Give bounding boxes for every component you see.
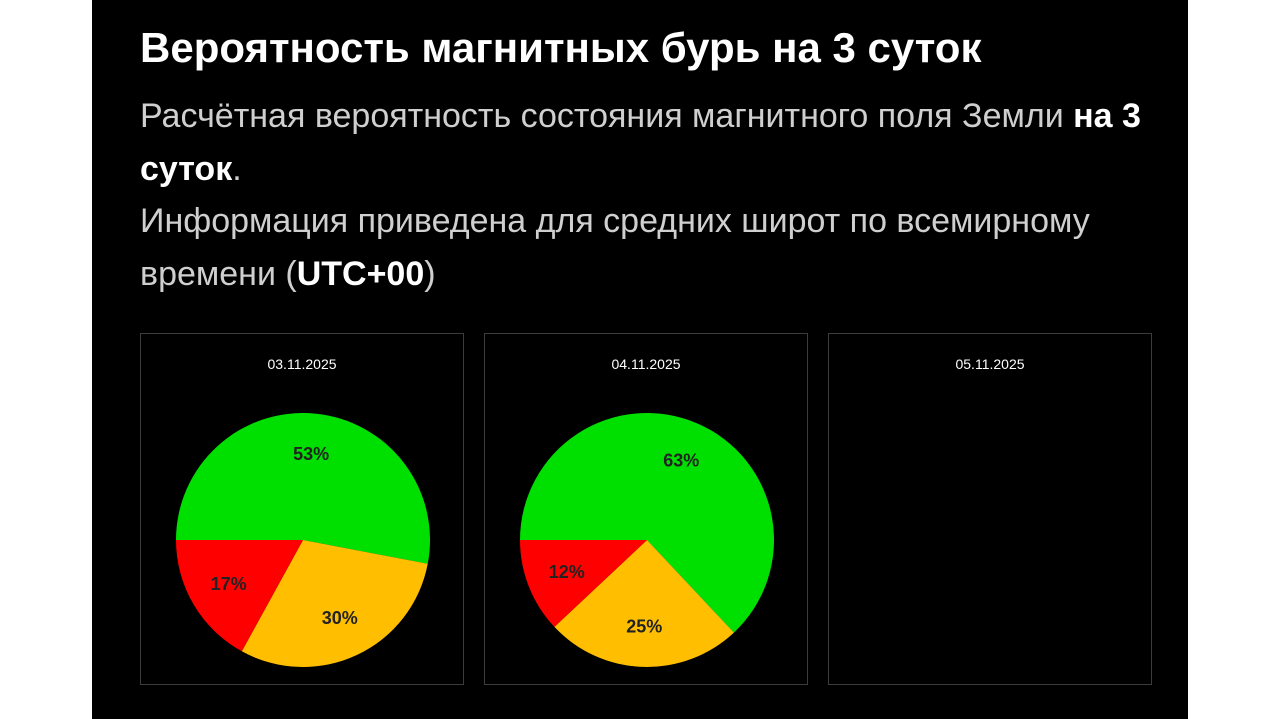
pie-chart (829, 334, 1153, 686)
pie-label: 17% (211, 574, 247, 594)
pie-slice-25pct (554, 540, 734, 667)
page-title: Вероятность магнитных бурь на 3 суток (140, 24, 982, 71)
pie-label: 25% (626, 616, 662, 636)
pie-slice-63pct (520, 413, 774, 633)
info-end: ) (424, 255, 436, 293)
day-date: 03.11.2025 (267, 356, 337, 372)
pie-label: 30% (322, 608, 358, 628)
description-bold: на 3 суток (140, 97, 1141, 188)
day-date: 04.11.2025 (611, 356, 681, 372)
description-paragraph: Расчётная вероятность состояния магнитно… (140, 90, 1170, 196)
day-card-3: 05.11.2025 (828, 333, 1152, 685)
pie-slice-53pct (176, 413, 430, 564)
pie-chart: 63% 25% 12% (520, 413, 774, 667)
pie-slice-30pct (241, 540, 428, 667)
pie-slice-12pct (520, 540, 647, 627)
day-card-1: 03.11.2025 53% 30% 17% (140, 333, 464, 685)
forecast-panel: Вероятность магнитных бурь на 3 суток Ра… (92, 0, 1188, 719)
info-text: Информация приведена для средних широт п… (140, 202, 1090, 293)
pie-label: 53% (293, 444, 329, 464)
pie-chart: 53% 30% 17% (176, 413, 430, 667)
pie-label: 63% (663, 451, 699, 471)
info-paragraph: Информация приведена для средних широт п… (140, 195, 1170, 301)
day-card-2: 04.11.2025 63% 25% 12% (484, 333, 808, 685)
info-bold: UTC+00 (296, 255, 425, 293)
day-date: 05.11.2025 (955, 356, 1025, 372)
pie-slice-17pct (176, 540, 303, 652)
pie-label: 12% (549, 562, 585, 582)
description-end: . (232, 150, 242, 188)
description-text: Расчётная вероятность состояния магнитно… (140, 97, 1074, 135)
